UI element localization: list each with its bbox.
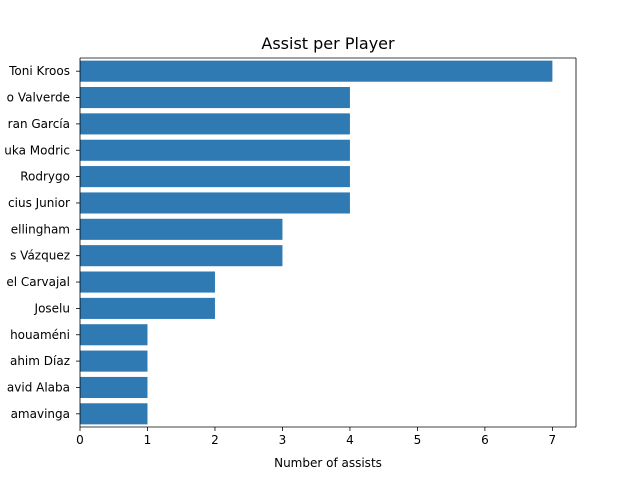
plot-frame	[79, 57, 577, 428]
bars-group	[80, 60, 553, 425]
bar-13	[80, 403, 148, 425]
y-tick-label: s Vázquez	[10, 249, 70, 263]
y-tick-label: Toni Kroos	[8, 64, 70, 78]
bar-4	[80, 166, 350, 188]
x-axis-label: Number of assists	[274, 456, 382, 470]
bar-7	[80, 245, 283, 267]
bar-8	[80, 271, 215, 293]
x-tick-label: 0	[76, 433, 84, 447]
y-tick-label: Joselu	[34, 301, 70, 315]
bar-9	[80, 297, 215, 319]
y-tick-label: o Valverde	[7, 91, 70, 105]
y-tick-label: cius Junior	[8, 196, 70, 210]
bar-6	[80, 218, 283, 240]
y-tick-label: ahim Díaz	[10, 354, 70, 368]
x-tick-label: 2	[211, 433, 219, 447]
y-tick-label: Rodrygo	[20, 170, 70, 184]
bar-10	[80, 324, 148, 346]
x-tick-label: 6	[481, 433, 489, 447]
y-axis: Toni Kroos o Valverde ran García uka Modric…	[4, 64, 80, 421]
x-tick-label: 3	[279, 433, 287, 447]
x-tick-label: 5	[414, 433, 422, 447]
bar-1	[80, 86, 350, 109]
x-tick-label: 4	[346, 433, 354, 447]
y-tick-label: uka Modric	[4, 143, 70, 157]
y-tick-label: amavinga	[11, 407, 70, 421]
y-tick-label: el Carvajal	[6, 275, 70, 289]
bar-12	[80, 376, 148, 399]
y-tick-label: ellingham	[11, 222, 70, 236]
y-tick-label: ran García	[8, 117, 70, 131]
y-tick-label: houaméni	[10, 328, 70, 342]
x-tick-label: 7	[549, 433, 557, 447]
bar-0	[80, 60, 553, 82]
chart-title: Assist per Player	[261, 34, 395, 53]
x-axis: 0 1 2 3 4 5 6 7	[76, 427, 556, 447]
x-tick-label: 1	[144, 433, 152, 447]
bar-11	[80, 350, 148, 372]
bar-2	[80, 113, 350, 135]
y-tick-label: avid Alaba	[7, 380, 70, 394]
bar-5	[80, 192, 350, 214]
bar-3	[80, 139, 350, 161]
